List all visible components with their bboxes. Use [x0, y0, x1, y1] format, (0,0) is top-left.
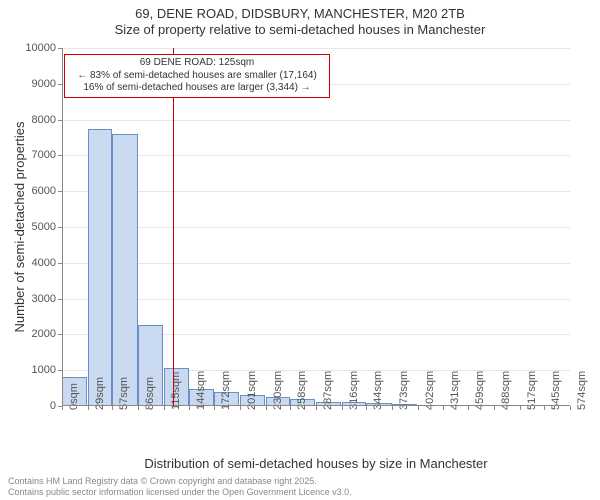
histogram-bar [88, 129, 112, 406]
x-tick-mark [214, 406, 215, 410]
x-tick-mark [62, 406, 63, 410]
credits-line1: Contains HM Land Registry data © Crown c… [8, 476, 352, 487]
y-axis-label: Number of semi-detached properties [12, 122, 27, 333]
x-tick-mark [342, 406, 343, 410]
y-tick-label: 9000 [32, 78, 62, 90]
x-tick-mark [392, 406, 393, 410]
y-gridline [62, 120, 570, 121]
x-tick-mark [366, 406, 367, 410]
y-tick-label: 1000 [32, 364, 62, 376]
y-tick-label: 3000 [32, 293, 62, 305]
y-tick-label: 0 [50, 400, 62, 412]
y-tick-label: 5000 [32, 221, 62, 233]
chart-title-block: 69, DENE ROAD, DIDSBURY, MANCHESTER, M20… [0, 0, 600, 39]
annotation-box: 69 DENE ROAD: 125sqm← 83% of semi-detach… [64, 54, 330, 98]
x-axis-label: Distribution of semi-detached houses by … [62, 456, 570, 471]
x-tick-mark [544, 406, 545, 410]
annotation-line: 16% of semi-detached houses are larger (… [69, 82, 325, 95]
y-gridline [62, 299, 570, 300]
chart-title-sub: Size of property relative to semi-detach… [0, 22, 600, 38]
x-tick-mark [570, 406, 571, 410]
annotation-line: ← 83% of semi-detached houses are smalle… [69, 70, 325, 83]
histogram-bar [112, 134, 137, 406]
y-tick-label: 7000 [32, 149, 62, 161]
x-tick-mark [494, 406, 495, 410]
y-tick-label: 2000 [32, 328, 62, 340]
x-tick-mark [189, 406, 190, 410]
x-tick-mark [468, 406, 469, 410]
y-tick-label: 4000 [32, 257, 62, 269]
x-tick-mark [88, 406, 89, 410]
x-axis-line [62, 405, 570, 406]
y-gridline [62, 155, 570, 156]
x-tick-mark [520, 406, 521, 410]
x-tick-mark [138, 406, 139, 410]
credits-block: Contains HM Land Registry data © Crown c… [8, 476, 352, 498]
x-tick-mark [316, 406, 317, 410]
credits-line2: Contains public sector information licen… [8, 487, 352, 498]
chart-title-main: 69, DENE ROAD, DIDSBURY, MANCHESTER, M20… [0, 6, 600, 22]
x-tick-mark [443, 406, 444, 410]
plot-area: 0100020003000400050006000700080009000100… [62, 48, 570, 406]
x-tick-label: 574sqm [576, 371, 588, 410]
annotation-line: 69 DENE ROAD: 125sqm [69, 57, 325, 70]
x-tick-mark [266, 406, 267, 410]
y-axis-line [62, 48, 63, 406]
x-tick-mark [240, 406, 241, 410]
y-tick-label: 6000 [32, 185, 62, 197]
y-gridline [62, 48, 570, 49]
y-gridline [62, 263, 570, 264]
x-tick-mark [290, 406, 291, 410]
y-gridline [62, 191, 570, 192]
x-tick-mark [164, 406, 165, 410]
x-tick-mark [112, 406, 113, 410]
y-gridline [62, 227, 570, 228]
y-tick-label: 8000 [32, 114, 62, 126]
x-tick-mark [418, 406, 419, 410]
y-tick-label: 10000 [25, 42, 62, 54]
reference-marker-line [173, 48, 174, 406]
